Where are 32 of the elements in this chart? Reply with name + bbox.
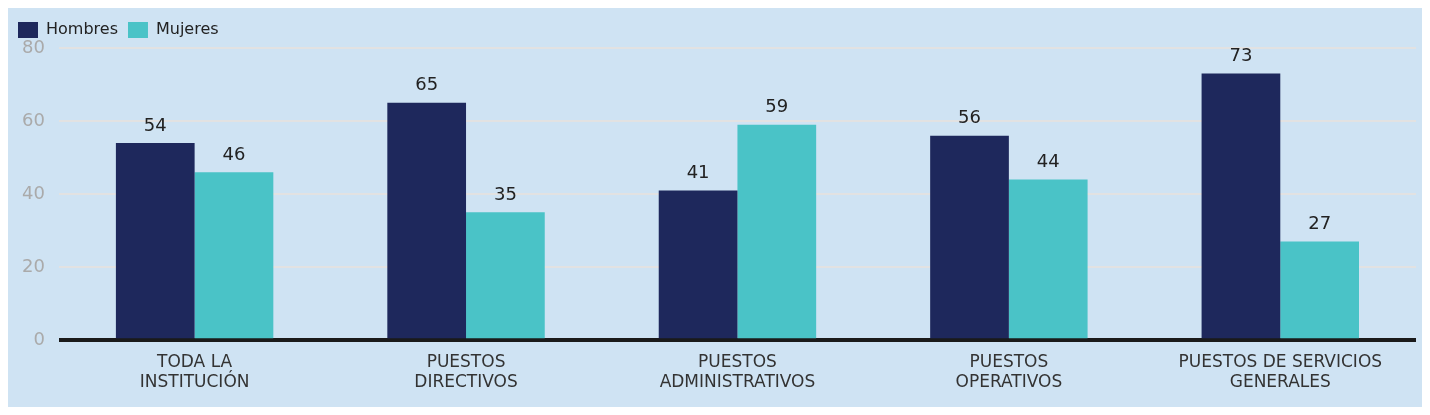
bar — [1201, 73, 1281, 339]
x-tick-label: PUESTOS OPERATIVOS — [955, 350, 1063, 392]
bar — [194, 172, 274, 339]
y-tick-label: 0 — [33, 327, 45, 349]
x-tick-label: PUESTOS ADMINISTRATIVOS — [659, 350, 816, 392]
x-tick-label: PUESTOS DIRECTIVOS — [414, 350, 518, 392]
data-label: 41 — [686, 161, 710, 183]
bar — [658, 190, 738, 339]
bar — [1008, 179, 1088, 339]
bar — [466, 212, 545, 339]
bar — [1280, 241, 1359, 339]
x-tick-label: TODA LA INSTITUCIÓN — [139, 350, 250, 392]
data-label: 73 — [1229, 44, 1253, 66]
bar — [387, 102, 467, 339]
data-label: 44 — [1036, 150, 1060, 172]
legend-label: Hombres — [46, 19, 118, 39]
bar — [737, 124, 817, 339]
data-label: 46 — [222, 142, 246, 164]
bar — [930, 135, 1009, 339]
data-label: 54 — [143, 113, 167, 135]
y-tick-label: 80 — [22, 35, 45, 57]
bar — [115, 142, 195, 339]
data-label: 35 — [493, 183, 517, 205]
y-tick-label: 20 — [22, 254, 45, 276]
y-tick-label: 60 — [22, 108, 45, 130]
data-label: 27 — [1308, 212, 1332, 234]
data-label: 56 — [958, 106, 981, 128]
x-tick-label: PUESTOS DE SERVICIOS GENERALES — [1178, 350, 1383, 392]
legend-label: Mujeres — [155, 19, 219, 39]
data-label: 65 — [415, 73, 439, 95]
data-label: 59 — [765, 95, 789, 117]
y-tick-label: 40 — [22, 181, 45, 203]
